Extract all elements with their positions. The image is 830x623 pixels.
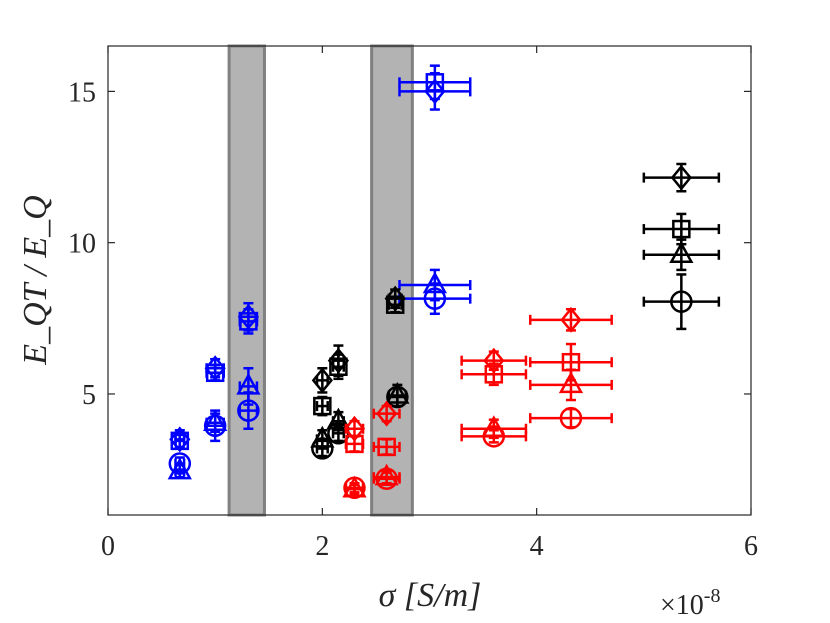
- diamond-marker: [560, 306, 582, 333]
- x-axis-multiplier-exponent: -8: [704, 585, 721, 607]
- circle-marker: [386, 385, 409, 409]
- x-tick-label: 0: [101, 531, 115, 562]
- circle-marker: [670, 290, 693, 313]
- diamond-marker: [376, 400, 398, 427]
- axes-box: [107, 45, 752, 516]
- red-square-point: [372, 437, 401, 457]
- shaded-band-1: [227, 44, 266, 517]
- red-circle-point: [372, 467, 401, 490]
- red-circle-point: [528, 406, 613, 430]
- black-circle-point: [386, 385, 409, 409]
- x-tick-label: 6: [744, 531, 758, 562]
- circle-marker: [423, 287, 447, 310]
- y-tick-label: 15: [68, 77, 96, 108]
- blue-square-point: [398, 64, 472, 101]
- square-marker: [345, 434, 364, 454]
- red-square-point: [460, 362, 528, 387]
- black-circle-point: [642, 273, 721, 331]
- black-diamond-point: [311, 366, 333, 394]
- y-axis-label: E_QT / E_Q: [17, 195, 54, 365]
- diamond-marker: [670, 164, 692, 191]
- shaded-bands: [227, 44, 414, 517]
- x-tick-label: 2: [315, 531, 329, 562]
- square-marker: [205, 363, 225, 383]
- square-marker: [377, 437, 396, 457]
- blue-circle-point: [398, 282, 472, 316]
- red-square-point: [528, 342, 613, 382]
- square-marker: [484, 365, 504, 384]
- y-tick-label: 10: [68, 229, 96, 260]
- square-marker: [313, 396, 332, 416]
- x-axis-label: σ [S/m]: [379, 577, 482, 614]
- data-points: [167, 64, 721, 500]
- square-marker: [170, 431, 190, 451]
- blue-square-point: [170, 431, 190, 451]
- black-circle-point: [311, 437, 334, 460]
- triangle-marker: [558, 371, 584, 394]
- x-axis-multiplier: ×10-8: [660, 585, 720, 621]
- square-marker: [425, 73, 445, 92]
- red-circle-point: [343, 476, 366, 500]
- red-circle-point: [460, 425, 528, 448]
- blue-square-point: [238, 307, 259, 335]
- circle-marker: [237, 399, 260, 422]
- square-marker: [329, 357, 348, 376]
- y-tick-label: 5: [82, 380, 96, 411]
- x-tick-label: 4: [530, 531, 544, 562]
- circle-marker: [203, 414, 227, 437]
- square-marker: [239, 312, 258, 331]
- blue-square-point: [205, 363, 225, 383]
- black-diamond-point: [642, 162, 721, 193]
- axis-ticks: 0 2 4 6 5 10 15: [68, 46, 758, 562]
- black-triangle-point: [642, 238, 721, 272]
- circle-marker: [343, 476, 366, 500]
- red-triangle-point: [528, 368, 613, 402]
- red-diamond-point: [528, 306, 613, 333]
- black-square-point: [329, 353, 348, 381]
- circle-marker: [168, 452, 192, 475]
- black-square-point: [313, 395, 332, 417]
- square-marker: [672, 219, 691, 239]
- circle-marker: [559, 406, 583, 430]
- black-square-point: [642, 212, 721, 246]
- square-marker: [385, 295, 405, 314]
- diamond-marker: [311, 367, 333, 394]
- x-axis-multiplier-base: ×10: [660, 590, 704, 621]
- triangle-marker: [669, 241, 694, 264]
- diamond-marker: [169, 426, 191, 453]
- blue-circle-point: [203, 409, 227, 443]
- plot-area: [108, 46, 751, 515]
- blue-circle-point: [237, 391, 260, 431]
- black-square-point: [385, 295, 405, 314]
- circle-marker: [375, 467, 398, 490]
- red-square-point: [344, 434, 365, 454]
- diamond-marker: [424, 78, 446, 105]
- circle-marker: [482, 425, 506, 448]
- blue-circle-point: [168, 452, 192, 475]
- red-diamond-point: [372, 400, 401, 427]
- circle-marker: [311, 437, 334, 460]
